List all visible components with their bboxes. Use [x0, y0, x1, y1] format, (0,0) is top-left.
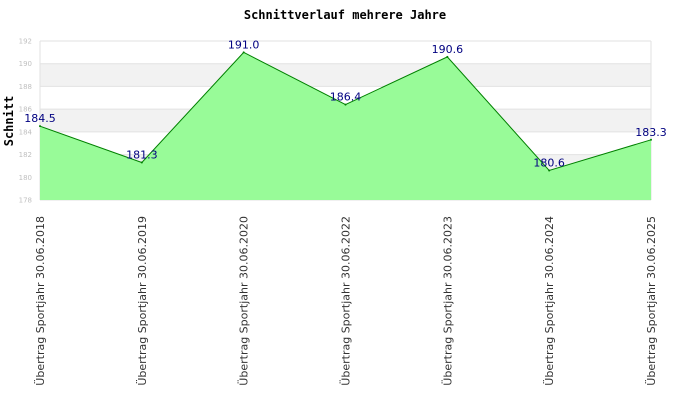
y-tick-label: 178 [19, 197, 32, 205]
data-label: 184.5 [24, 112, 56, 125]
series [39, 51, 652, 200]
x-tick-label: Übertrag Sportjahr 30.06.2025 [645, 216, 658, 386]
data-labels: 184.5 181.3 191.0 186.4 190.6 180.6 183.3 [24, 38, 667, 169]
x-tick-label: Übertrag Sportjahr 30.06.2019 [136, 216, 149, 386]
grid-band [40, 63, 651, 87]
x-tick-labels: Übertrag Sportjahr 30.06.2018 Übertrag Sp… [34, 216, 658, 386]
data-point [548, 169, 551, 172]
data-label: 186.4 [330, 91, 362, 104]
y-tick-label: 186 [19, 106, 33, 114]
data-label: 181.3 [126, 149, 158, 162]
x-tick-label: Übertrag Sportjahr 30.06.2020 [238, 216, 251, 386]
y-tick-label: 188 [19, 83, 32, 91]
y-tick-label: 180 [19, 174, 32, 182]
data-label: 180.6 [533, 156, 565, 169]
x-tick-label: Übertrag Sportjahr 30.06.2023 [441, 216, 454, 386]
data-point [140, 161, 143, 164]
data-label: 183.3 [635, 126, 667, 139]
data-point [344, 103, 347, 106]
data-point [446, 55, 449, 58]
x-tick-label: Übertrag Sportjahr 30.06.2024 [543, 216, 556, 386]
data-label: 190.6 [432, 43, 464, 56]
y-tick-label: 192 [19, 38, 32, 46]
x-tick-label: Übertrag Sportjahr 30.06.2022 [340, 216, 353, 386]
chart-title: Schnittverlauf mehrere Jahre [244, 8, 446, 22]
data-point [650, 138, 652, 141]
data-point [39, 125, 41, 128]
area-fill [40, 52, 651, 200]
y-tick-label: 182 [19, 151, 32, 159]
y-tick-label: 184 [19, 128, 33, 136]
y-axis-label: Schnitt [2, 96, 16, 147]
data-label: 191.0 [228, 38, 260, 51]
y-tick-labels: 178 180 182 184 186 188 190 192 [19, 38, 33, 205]
data-point [242, 51, 245, 54]
y-tick-label: 190 [19, 60, 32, 68]
x-tick-label: Übertrag Sportjahr 30.06.2018 [34, 216, 47, 386]
